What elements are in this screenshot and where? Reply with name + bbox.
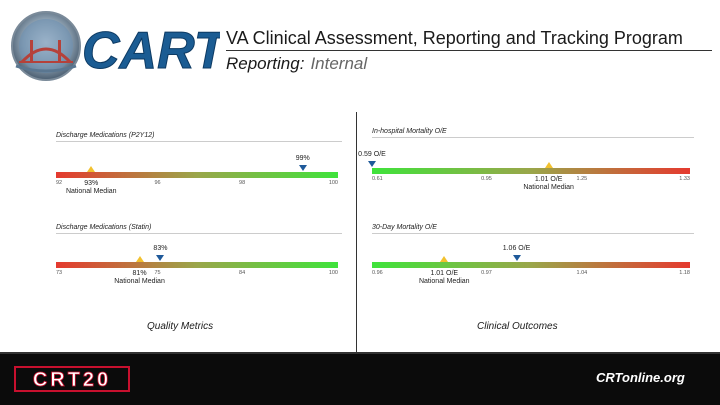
- gauge-tick-label: 1.18: [679, 270, 690, 276]
- median-marker: [135, 256, 144, 262]
- gauge-tick-label: 84: [239, 270, 246, 276]
- gauge-tick-label: 0.95: [481, 176, 492, 182]
- median-marker: [440, 256, 449, 262]
- median-value: 1.01 O/E: [534, 176, 563, 183]
- title-underline: [226, 50, 712, 51]
- metric-title-rule: [372, 137, 694, 138]
- value-marker: [368, 161, 376, 167]
- metric-30day-mortality: 30-Day Mortality O/E 0.96 0.97 1.04 1.18 1.0…: [372, 224, 694, 296]
- cart-logo-text: CART: [82, 22, 220, 80]
- median-name: National Median: [523, 184, 574, 191]
- crt20-logo: CRT20: [14, 366, 130, 392]
- metric-p2y12: Discharge Medications (P2Y12) 92 96 98 100 9…: [56, 132, 342, 204]
- gauge-tick-label: 75: [154, 270, 161, 276]
- median-label: 81% National Median: [114, 270, 165, 286]
- median-label: 1.01 O/E National Median: [419, 270, 470, 286]
- metric-title: 30-Day Mortality O/E: [372, 224, 437, 231]
- gauge-tick-label: 73: [56, 270, 63, 276]
- gauge-tick-label: 0.96: [372, 270, 383, 276]
- value-label: 0.59 O/E: [358, 151, 386, 158]
- value-label: 83%: [153, 245, 168, 252]
- metric-title-rule: [372, 233, 694, 234]
- value-marker: [298, 165, 307, 171]
- value-label: 1.06 O/E: [502, 245, 531, 252]
- cart-logo-graphic: CART: [11, 11, 230, 81]
- gauge-tick-label: 0.61: [372, 176, 383, 182]
- reporting-label: Reporting:: [226, 54, 305, 73]
- page-title: VA Clinical Assessment, Reporting and Tr…: [226, 28, 683, 48]
- gauge-bar: [372, 262, 690, 268]
- reporting-line: Reporting: Internal: [226, 52, 712, 76]
- median-label: 1.01 O/E National Median: [523, 176, 574, 192]
- gauge-tick-label: 1.25: [576, 176, 588, 182]
- reporting-value: Internal: [310, 54, 368, 73]
- crtonline-logo: CRTonline.org: [596, 370, 685, 385]
- value-label: 99%: [295, 155, 310, 162]
- crt20-logo-text: CRT20: [33, 369, 111, 391]
- gauge-tick-label: 96: [154, 180, 161, 186]
- value-marker: [512, 255, 521, 261]
- metric-title-rule: [56, 233, 342, 234]
- gauge-tick-label: 100: [328, 180, 338, 186]
- gauge-tick-label: 1.33: [679, 176, 690, 182]
- gauge-bar: [56, 172, 338, 178]
- median-name: National Median: [65, 188, 117, 195]
- cart-logo: CART: [8, 6, 230, 92]
- metric-title: Discharge Medications (P2Y12): [56, 132, 155, 139]
- median-value: 93%: [84, 180, 99, 187]
- crt20-logo-graphic: CRT20: [14, 366, 130, 392]
- metric-title: Discharge Medications (Statin): [56, 224, 152, 231]
- gauge-tick-label: 92: [56, 180, 63, 186]
- gauge-tick-label: 1.04: [576, 270, 588, 276]
- median-value: 81%: [132, 270, 147, 277]
- gauge-tick-label: 100: [328, 270, 338, 276]
- header: VA Clinical Assessment, Reporting and Tr…: [226, 26, 712, 76]
- gauge-tick-label: 0.97: [481, 270, 492, 276]
- median-label: 93% National Median: [66, 180, 117, 196]
- median-name: National Median: [418, 278, 470, 285]
- value-marker: [156, 255, 165, 261]
- footer-decoration: [0, 352, 720, 354]
- median-name: National Median: [114, 278, 165, 285]
- quality-metrics-caption: Quality Metrics: [147, 321, 214, 332]
- metric-title: In-hospital Mortality O/E: [372, 128, 447, 135]
- gauge-bar: [56, 262, 338, 268]
- median-marker: [87, 166, 96, 172]
- panel-divider: [356, 112, 357, 352]
- metric-statin: Discharge Medications (Statin) 73 75 84 100…: [56, 224, 342, 296]
- metric-title-rule: [56, 141, 342, 142]
- gauge-bar: [372, 168, 690, 174]
- gauge-tick-label: 98: [239, 180, 246, 186]
- median-marker: [544, 162, 553, 168]
- metric-inhospital-mortality: In-hospital Mortality O/E 0.61 0.95 1.25 1.…: [358, 128, 694, 200]
- median-value: 1.01 O/E: [430, 270, 459, 277]
- clinical-outcomes-caption: Clinical Outcomes: [477, 321, 558, 332]
